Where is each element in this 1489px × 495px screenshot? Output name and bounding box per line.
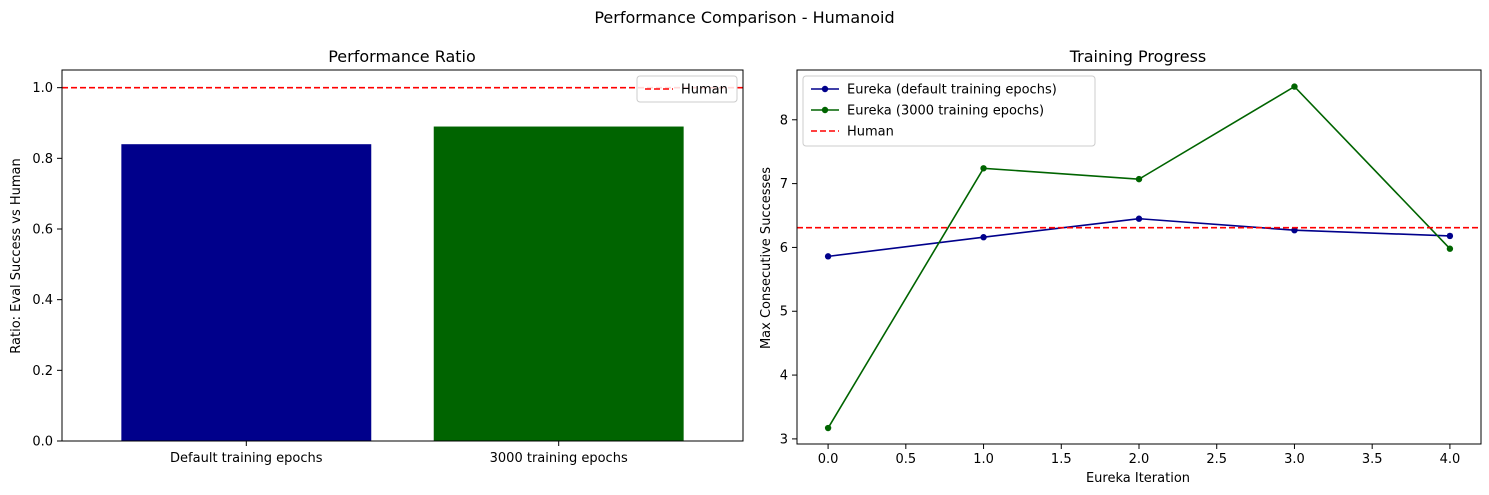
bar-chart-panel: Performance Ratio Ratio: Eval Success vs…: [9, 47, 744, 466]
y-tick-label: 4: [780, 369, 788, 384]
x-tick-label: 2.5: [1206, 452, 1227, 467]
line-chart-x-axis-label: Eureka Iteration: [1086, 471, 1190, 486]
legend-box: [802, 75, 1096, 147]
x-tick-label: 2.0: [1129, 452, 1150, 467]
x-tick-label: 4.0: [1440, 452, 1461, 467]
data-point: [1446, 245, 1454, 252]
line-chart-panel: Training Progress Max Consecutive Succes…: [759, 47, 1482, 486]
data-point: [980, 165, 987, 172]
bar: [121, 144, 372, 441]
figure-suptitle: Performance Comparison - Humanoid: [594, 8, 894, 27]
data-point: [1291, 83, 1298, 90]
line-chart-title: Training Progress: [1069, 47, 1207, 66]
axes-frame: [61, 69, 744, 442]
legend-box: [636, 75, 738, 103]
y-tick-label: 6: [780, 241, 788, 256]
line-chart-y-axis-label: Max Consecutive Successes: [759, 167, 774, 349]
legend-swatch-marker: [821, 85, 829, 93]
y-tick-label: 7: [780, 177, 788, 192]
y-tick-label: 8: [780, 113, 788, 128]
y-tick-label: 0.4: [32, 293, 53, 308]
y-tick-label: 0.2: [32, 364, 53, 379]
x-tick-label: 3000 training epochs: [490, 451, 628, 466]
legend-label: Eureka (3000 training epochs): [847, 104, 1044, 119]
y-tick-label: 5: [780, 305, 788, 320]
x-tick-label: 3.0: [1284, 452, 1305, 467]
y-tick-label: 1.0: [32, 81, 53, 96]
legend-swatch-marker: [821, 106, 829, 114]
x-tick-label: 1.0: [973, 452, 994, 467]
y-tick-label: 0.0: [32, 435, 53, 450]
bar-chart-title: Performance Ratio: [328, 47, 476, 66]
data-point: [824, 424, 832, 432]
y-tick-label: 0.6: [32, 223, 53, 238]
x-tick-label: 0.0: [818, 452, 839, 467]
y-tick-label: 0.8: [32, 152, 53, 167]
legend-label: Eureka (default training epochs): [847, 83, 1057, 98]
data-point: [980, 234, 987, 241]
legend-label: Human: [847, 125, 894, 140]
data-point: [1135, 175, 1143, 183]
x-tick-label: 0.5: [895, 452, 916, 467]
legend-label: Human: [681, 83, 728, 98]
data-point: [824, 253, 832, 260]
bar: [433, 126, 684, 442]
data-point: [1291, 226, 1298, 234]
axes-frame: [796, 69, 1482, 445]
x-tick-label: 1.5: [1051, 452, 1072, 467]
data-point: [1446, 232, 1454, 240]
y-tick-label: 3: [780, 432, 788, 447]
bar-chart-y-axis-label: Ratio: Eval Success vs Human: [9, 158, 24, 353]
x-tick-label: Default training epochs: [170, 451, 323, 466]
x-tick-label: 3.5: [1362, 452, 1383, 467]
data-point: [1135, 215, 1143, 222]
